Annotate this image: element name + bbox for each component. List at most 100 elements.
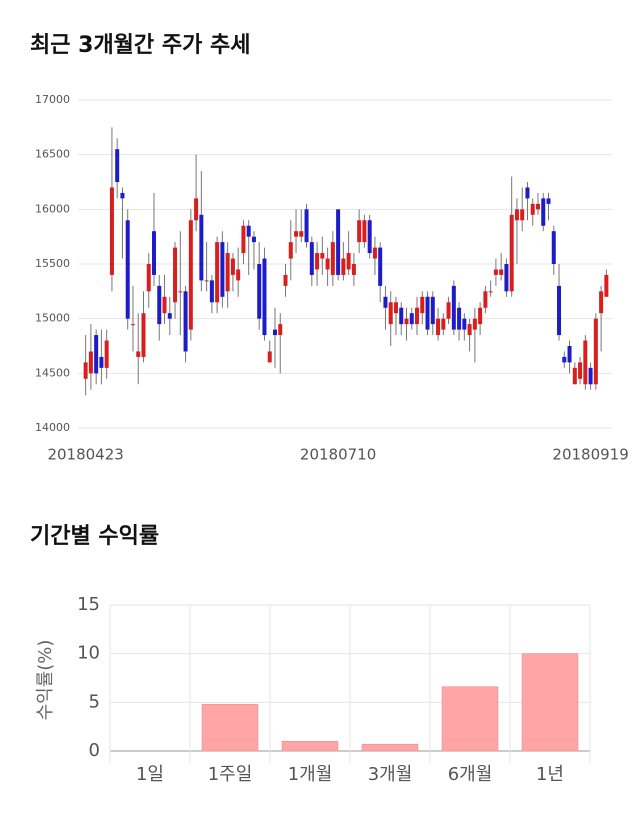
candle-body [188, 220, 193, 330]
y-tick-label: 16500 [35, 148, 70, 161]
candle-body [430, 296, 435, 325]
candle-body [378, 247, 383, 286]
candle-body [436, 318, 441, 336]
candle-body [125, 220, 130, 319]
x-tick-label: 20180710 [300, 446, 376, 464]
candle-body [152, 231, 157, 275]
candle-body [299, 231, 304, 237]
candle-body [488, 291, 493, 293]
candle-body [283, 274, 288, 286]
candle-body [535, 203, 540, 210]
bar [521, 653, 579, 752]
candle-body [94, 335, 99, 374]
candle-body [388, 302, 393, 325]
candle-body [120, 192, 125, 199]
y-tick-label: 16000 [35, 202, 70, 215]
bar [361, 743, 419, 752]
candle-body [509, 214, 514, 292]
y-tick-label: 17000 [35, 93, 70, 106]
candle-body [372, 247, 377, 259]
candle-body [504, 264, 509, 292]
candle-body [157, 285, 162, 325]
x-tick-label: 6개월 [448, 764, 493, 785]
candle-body [478, 307, 483, 325]
candle-body [562, 356, 567, 363]
candle-body [272, 329, 277, 336]
candle-body [199, 214, 204, 281]
candle-body [88, 351, 93, 374]
x-tick-label: 20180919 [552, 446, 628, 464]
candle-body [288, 242, 293, 259]
candle-body [262, 258, 267, 336]
candle-body [330, 242, 335, 275]
x-tick-label: 20180423 [47, 446, 123, 464]
candle-body [604, 274, 609, 297]
candle-body [383, 296, 388, 308]
candle-body [336, 209, 341, 275]
candle-body [167, 313, 172, 319]
y-tick-label: 15 [77, 594, 100, 615]
candle-body [220, 242, 225, 297]
candle-body [546, 198, 551, 204]
candle-body [246, 225, 251, 237]
candle-body [278, 324, 283, 336]
candle-body [236, 269, 241, 281]
candle-body [267, 351, 272, 363]
candle-body [162, 296, 167, 314]
candle-body [257, 264, 262, 319]
candle-body [351, 264, 356, 275]
candle-body [588, 367, 593, 385]
candle-body [493, 269, 498, 275]
bar [441, 686, 499, 752]
candle-body [178, 291, 183, 293]
candle-body [399, 307, 404, 325]
chart-title: 최근 3개월간 주가 추세 [30, 33, 250, 58]
candle-body [409, 313, 414, 325]
candle-body [251, 236, 256, 243]
candle-body [341, 258, 346, 275]
candle-body [141, 313, 146, 357]
candle-body [557, 285, 562, 336]
candle-body [393, 302, 398, 314]
x-tick-label: 1주일 [208, 764, 253, 785]
candle-body [420, 296, 425, 314]
x-tick-label: 1년 [536, 764, 564, 785]
candle-body [209, 280, 214, 303]
candle-body [104, 340, 109, 368]
x-tick-label: 1일 [136, 764, 164, 785]
candle-body [451, 285, 456, 330]
candle-body [446, 302, 451, 319]
candle-body [441, 318, 446, 330]
candle-body [99, 356, 104, 368]
candle-body [241, 225, 246, 254]
y-axis-label: 수익률(%) [35, 640, 56, 721]
candle-body [583, 340, 588, 385]
candle-body [325, 258, 330, 270]
candle-body [567, 346, 572, 363]
candle-body [541, 198, 546, 226]
candle-body [530, 203, 535, 215]
candle-body [136, 351, 141, 357]
candle-body [425, 296, 430, 330]
y-tick-label: 5 [89, 691, 100, 712]
y-tick-label: 14500 [35, 366, 70, 379]
candle-body [146, 264, 151, 292]
candle-body [499, 269, 504, 275]
candle-body [362, 220, 367, 243]
candle-body [309, 242, 314, 275]
candle-body [467, 324, 472, 336]
y-tick-label: 14000 [35, 421, 70, 434]
bar [281, 741, 339, 752]
candle-body [578, 362, 583, 379]
candle-body [294, 231, 299, 237]
candle-body [109, 187, 114, 275]
candle-body [230, 258, 235, 275]
candle-body [194, 198, 199, 221]
candle-body [551, 231, 556, 264]
candle-body [204, 280, 209, 282]
candle-body [483, 291, 488, 308]
candle-body [315, 253, 320, 270]
y-tick-label: 0 [89, 740, 100, 761]
candle-body [320, 253, 325, 259]
